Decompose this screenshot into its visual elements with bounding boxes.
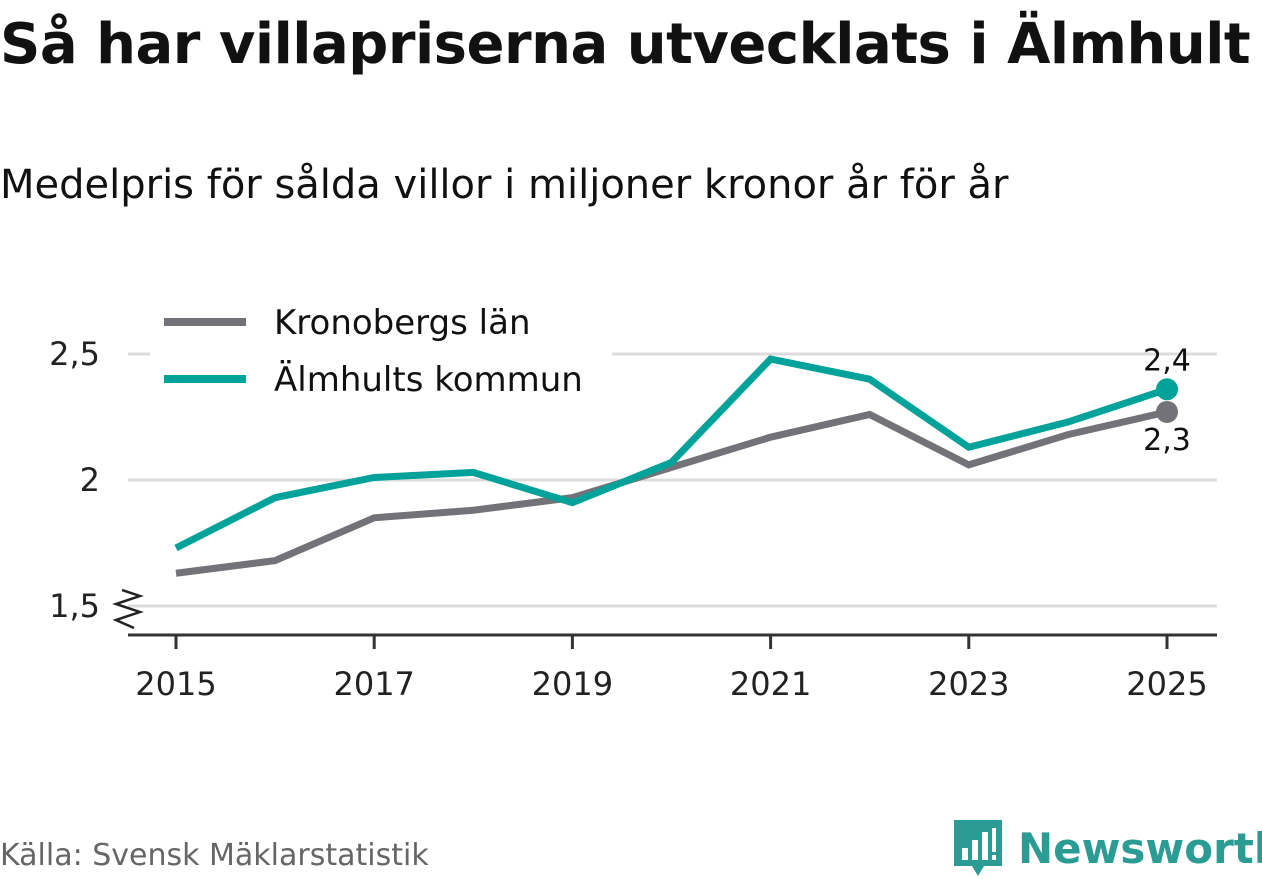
x-tick-label: 2019 xyxy=(532,665,613,703)
x-tick-label: 2015 xyxy=(135,665,216,703)
end-point-marker xyxy=(1156,400,1178,423)
axis-break-icon xyxy=(112,588,144,630)
end-value-label: 2,3 xyxy=(1143,423,1191,458)
chart-subtitle: Medelpris för sålda villor i miljoner kr… xyxy=(0,162,1009,208)
x-tick-label: 2025 xyxy=(1126,665,1207,703)
end-value-label: 2,4 xyxy=(1143,343,1191,378)
x-tick-label: 2023 xyxy=(928,665,1009,703)
y-tick-label: 2,5 xyxy=(49,335,100,373)
newsworthy-logo: Newsworthy xyxy=(952,818,1262,878)
source-note: Källa: Svensk Mäklarstatistik xyxy=(0,838,429,873)
brand-name: Newsworthy xyxy=(1018,823,1262,873)
series-line xyxy=(174,355,1169,552)
legend-label: Älmhults kommun xyxy=(274,360,583,400)
tick-labels: 1,5 2 2,5 2015 2017 2019 2021 2023 2025 xyxy=(49,335,1208,703)
series-lines: 2,3 2,4 xyxy=(174,343,1191,577)
y-tick-label: 1,5 xyxy=(49,587,100,625)
x-tick-label: 2017 xyxy=(333,665,414,703)
legend: Kronobergs län Älmhults kommun xyxy=(150,300,612,408)
series-line xyxy=(175,408,1168,577)
chart-title: Så har villapriserna utvecklats i Älmhul… xyxy=(0,12,1251,77)
axes xyxy=(112,588,1217,649)
line-chart: 2,3 2,4 Kronobergs län Älmhults kommun 1,5… xyxy=(49,300,1217,703)
y-tick-label: 2 xyxy=(80,461,100,499)
newsworthy-icon xyxy=(954,820,1002,876)
end-point-marker xyxy=(1156,378,1178,401)
legend-label: Kronobergs län xyxy=(274,303,531,343)
x-tick-label: 2021 xyxy=(730,665,811,703)
